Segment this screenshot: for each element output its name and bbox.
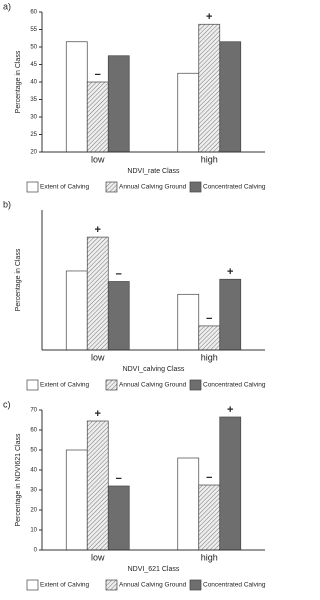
bar (107, 485, 130, 551)
annotation: − (206, 313, 212, 325)
y-tick-label: 40 (30, 80, 37, 86)
y-tick-label: 20 (30, 150, 37, 156)
annotation: − (95, 69, 101, 81)
bar (219, 416, 242, 551)
bar (107, 55, 130, 153)
bar (198, 484, 221, 551)
bar (86, 420, 109, 551)
x-tick-label: low (91, 154, 105, 164)
bar (86, 81, 109, 153)
x-tick-label: low (91, 352, 105, 362)
figure: a) Percentage in Class 20 25 30 35 40 45 50 55 60 l… (3, 1, 266, 591)
y-tick-label: 10 (30, 528, 37, 534)
x-tick-label: high (201, 552, 218, 562)
legend-swatch (105, 579, 118, 591)
y-tick-label: 0 (34, 548, 38, 554)
y-tick-label: 20 (30, 508, 37, 514)
legend-label: Concentrated Calving (203, 184, 266, 191)
y-tick-label: 50 (30, 448, 37, 454)
legend-swatch (189, 379, 202, 391)
bar (198, 325, 221, 351)
bar (177, 293, 200, 351)
legend-label: Annual Calving Ground (119, 184, 187, 191)
y-tick-label: 40 (30, 468, 37, 474)
y-tick-label: 25 (30, 132, 37, 138)
y-tick-label: 30 (30, 488, 37, 494)
bar (198, 23, 221, 153)
x-axis-label: NDVI_621 Class (128, 566, 180, 573)
annotation: + (227, 404, 233, 416)
legend-label: Extent of Calving (40, 382, 90, 389)
panel-label: b) (3, 199, 11, 209)
legend-swatch (105, 181, 118, 193)
y-tick-label: 55 (30, 27, 37, 33)
panel-label: a) (3, 1, 11, 11)
legend-swatch (26, 181, 39, 193)
bar (65, 449, 88, 551)
bar (219, 278, 242, 351)
bar (86, 236, 109, 351)
annotation: − (116, 473, 122, 485)
legend-label: Concentrated Calving (203, 382, 266, 389)
annotation: − (116, 268, 122, 280)
y-axis-label: Percentage in Class (15, 248, 22, 311)
legend-label: Extent of Calving (40, 184, 90, 191)
y-tick-label: 35 (30, 97, 37, 103)
legend-swatch (26, 579, 39, 591)
annotation: + (206, 11, 212, 23)
legend-swatch (26, 379, 39, 391)
annotation: − (206, 472, 212, 484)
y-tick-label: 30 (30, 115, 37, 121)
bar (107, 281, 130, 351)
bar (177, 457, 200, 551)
y-tick-label: 60 (30, 10, 37, 16)
legend-label: Extent of Calving (40, 582, 90, 589)
y-axis-label: Percentage in Class (15, 50, 22, 113)
y-tick-label: 50 (30, 45, 37, 51)
x-axis-label: NDVI_calving Class (123, 366, 185, 373)
y-axis-label: Percentage in NDVI621 Class (15, 433, 22, 526)
legend-swatch (189, 181, 202, 193)
legend-label: Annual Calving Ground (119, 582, 187, 589)
legend-swatch (105, 379, 118, 391)
legend-label: Concentrated Calving (203, 582, 266, 589)
x-tick-label: high (201, 352, 218, 362)
annotation: + (95, 224, 101, 236)
annotation: + (227, 266, 233, 278)
bar (219, 41, 242, 153)
x-axis-label: NDVI_rate Class (127, 168, 180, 175)
bar (177, 72, 200, 153)
legend-swatch (189, 579, 202, 591)
y-tick-label: 45 (30, 62, 37, 68)
bar (65, 41, 88, 153)
annotation: + (95, 408, 101, 420)
y-tick-label: 60 (30, 428, 37, 434)
x-tick-label: low (91, 552, 105, 562)
y-tick-label: 70 (30, 408, 37, 414)
x-tick-label: high (201, 154, 218, 164)
bar (65, 270, 88, 351)
legend-label: Annual Calving Ground (119, 382, 187, 389)
panel-label: c) (3, 399, 11, 409)
